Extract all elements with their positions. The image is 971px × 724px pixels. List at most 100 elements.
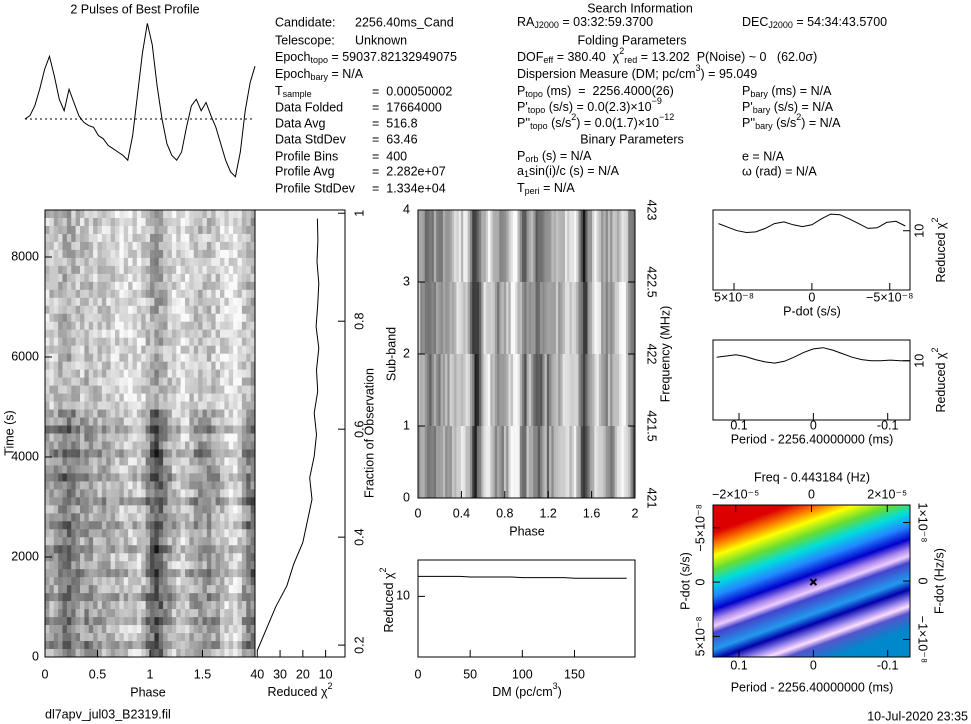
cell xyxy=(562,282,566,354)
cell xyxy=(171,529,177,538)
cell xyxy=(101,521,107,530)
cell xyxy=(119,297,125,307)
cell xyxy=(176,457,181,466)
cell xyxy=(45,281,50,291)
cell xyxy=(237,305,243,315)
cell xyxy=(84,457,90,466)
cell xyxy=(241,353,247,362)
cell xyxy=(119,210,125,219)
cell xyxy=(481,210,484,282)
cell xyxy=(132,489,138,498)
cell xyxy=(246,505,251,514)
cell xyxy=(71,265,76,275)
cell xyxy=(62,633,68,642)
cell xyxy=(49,625,55,634)
cell xyxy=(128,353,133,362)
cell xyxy=(141,569,146,578)
cell xyxy=(176,385,181,394)
cell xyxy=(88,409,94,418)
cell xyxy=(180,433,186,442)
cell xyxy=(93,617,98,626)
tick-label: 20 xyxy=(296,667,310,681)
cell xyxy=(80,465,85,474)
cell xyxy=(198,449,203,458)
cell xyxy=(553,282,557,354)
cell xyxy=(202,393,208,402)
cell xyxy=(189,513,195,522)
cell xyxy=(145,633,151,642)
cell xyxy=(49,393,55,402)
cell xyxy=(71,393,76,402)
cell xyxy=(436,282,439,354)
cell xyxy=(198,409,203,418)
cell xyxy=(233,329,238,339)
cell xyxy=(241,553,247,562)
cell xyxy=(241,633,247,642)
cell xyxy=(128,369,133,378)
cell xyxy=(106,561,111,570)
cell xyxy=(163,305,168,315)
cell xyxy=(136,433,142,442)
cell xyxy=(132,417,138,426)
cell xyxy=(228,233,234,243)
cell xyxy=(101,297,107,307)
cell xyxy=(88,210,94,219)
text-part: (s/s) = N/A xyxy=(770,100,834,114)
cell xyxy=(93,369,98,378)
cell xyxy=(141,585,146,594)
cell xyxy=(228,473,234,482)
cell xyxy=(45,329,50,339)
cell xyxy=(445,282,448,354)
cell xyxy=(93,297,98,307)
cell xyxy=(193,505,199,514)
cell xyxy=(141,273,146,283)
cell xyxy=(58,289,63,299)
cell xyxy=(167,321,173,331)
tick-label: 0 xyxy=(810,418,817,432)
cell xyxy=(106,473,111,482)
cell xyxy=(233,433,238,442)
cell xyxy=(66,601,72,610)
cell xyxy=(180,377,186,386)
cell xyxy=(80,473,85,482)
cell xyxy=(71,241,76,251)
cell xyxy=(544,282,548,354)
cell xyxy=(438,354,441,426)
cell xyxy=(479,354,482,426)
cell xyxy=(503,282,507,354)
cell xyxy=(66,377,72,386)
cell xyxy=(88,577,94,586)
cell xyxy=(115,337,120,346)
cell xyxy=(215,449,221,458)
cell xyxy=(84,633,90,642)
cell xyxy=(469,426,473,498)
cell xyxy=(93,481,98,490)
cell xyxy=(501,210,505,282)
cell xyxy=(220,401,225,410)
cell xyxy=(53,537,59,546)
cell xyxy=(206,369,212,378)
text-part: 2 xyxy=(796,112,801,122)
cell xyxy=(598,210,602,282)
panel-frame xyxy=(254,209,346,658)
cell xyxy=(193,289,199,299)
cell xyxy=(176,497,181,506)
cell xyxy=(189,337,195,346)
cell xyxy=(75,297,81,307)
cell xyxy=(115,489,120,498)
cell xyxy=(592,282,595,354)
cell xyxy=(62,369,68,378)
cell xyxy=(206,385,212,394)
cell xyxy=(485,282,489,354)
cell xyxy=(158,409,164,418)
cell xyxy=(106,313,111,323)
cell xyxy=(110,337,116,346)
cell xyxy=(189,289,195,299)
cell xyxy=(224,210,230,219)
cell xyxy=(573,354,577,426)
cell xyxy=(224,297,230,307)
cell xyxy=(193,609,199,618)
text-part: peri xyxy=(525,186,540,196)
cell xyxy=(449,210,453,282)
cell xyxy=(237,377,243,386)
